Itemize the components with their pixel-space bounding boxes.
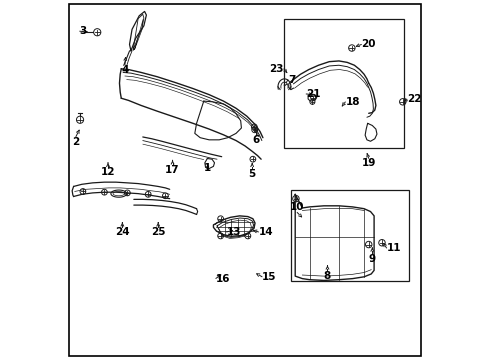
Bar [291, 190, 409, 281]
Text: 6: 6 [252, 135, 259, 145]
Text: 15: 15 [262, 272, 277, 282]
Text: 23: 23 [269, 64, 284, 74]
Text: 12: 12 [101, 167, 115, 177]
Text: 2: 2 [72, 137, 79, 147]
Text: 21: 21 [306, 89, 320, 99]
Text: 25: 25 [151, 227, 166, 237]
Text: 13: 13 [226, 227, 241, 237]
Text: 22: 22 [407, 94, 421, 104]
Bar [284, 19, 404, 148]
Text: 10: 10 [290, 202, 304, 212]
Text: 20: 20 [362, 40, 376, 49]
Text: 11: 11 [387, 243, 401, 253]
Text: 5: 5 [248, 169, 256, 179]
Text: 7: 7 [288, 75, 295, 85]
Text: 14: 14 [259, 227, 273, 237]
Text: 3: 3 [79, 26, 87, 36]
Text: 4: 4 [121, 65, 128, 75]
Text: 18: 18 [345, 97, 360, 107]
Text: 19: 19 [362, 158, 376, 168]
Text: 24: 24 [115, 227, 130, 237]
Text: 9: 9 [369, 253, 376, 264]
Text: 8: 8 [324, 271, 331, 282]
Text: 17: 17 [165, 165, 180, 175]
Text: 1: 1 [204, 163, 211, 173]
Text: 16: 16 [216, 274, 230, 284]
